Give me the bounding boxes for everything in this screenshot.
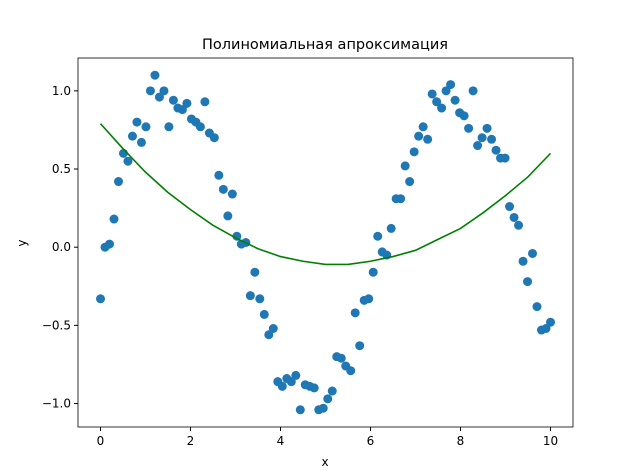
point bbox=[323, 394, 333, 404]
point bbox=[437, 103, 447, 113]
point bbox=[427, 89, 437, 99]
point bbox=[473, 141, 483, 151]
x-axis-label: x bbox=[321, 455, 328, 469]
point bbox=[400, 161, 410, 171]
point bbox=[145, 86, 155, 96]
y-tick-label: 0.0 bbox=[52, 240, 71, 254]
chart-title: Полиномиальная апроксимация bbox=[202, 37, 448, 53]
point bbox=[150, 70, 160, 80]
point bbox=[409, 147, 419, 157]
point bbox=[218, 184, 228, 194]
point bbox=[277, 381, 287, 391]
point bbox=[373, 231, 383, 241]
y-tick-label: 1.0 bbox=[52, 84, 71, 98]
point bbox=[136, 137, 146, 147]
point bbox=[114, 177, 123, 187]
point bbox=[386, 223, 396, 233]
x-tick-label: 6 bbox=[367, 434, 375, 448]
point bbox=[264, 330, 274, 340]
point bbox=[441, 86, 451, 96]
point bbox=[368, 267, 378, 277]
point bbox=[505, 202, 515, 212]
point bbox=[200, 97, 210, 107]
point bbox=[123, 156, 133, 166]
point bbox=[295, 405, 305, 415]
point bbox=[250, 267, 260, 277]
point bbox=[109, 214, 119, 224]
point bbox=[459, 111, 469, 121]
point bbox=[487, 134, 497, 144]
point bbox=[259, 309, 269, 319]
point bbox=[291, 370, 301, 380]
point bbox=[477, 133, 487, 143]
point bbox=[223, 211, 233, 221]
fit-line bbox=[99, 123, 552, 266]
point bbox=[177, 105, 187, 115]
point bbox=[318, 403, 328, 413]
point bbox=[182, 98, 192, 108]
x-tick-label: 10 bbox=[543, 434, 558, 448]
y-tick-label: −1.0 bbox=[42, 397, 71, 411]
point bbox=[509, 212, 519, 222]
point bbox=[164, 122, 174, 132]
y-axis-label: y bbox=[15, 239, 29, 246]
point bbox=[159, 86, 169, 96]
y-tick-label: −0.5 bbox=[42, 318, 71, 332]
point bbox=[105, 239, 114, 249]
point bbox=[432, 97, 442, 107]
point bbox=[464, 123, 474, 133]
point bbox=[396, 194, 406, 204]
point bbox=[405, 177, 415, 187]
x-tick-label: 2 bbox=[187, 434, 195, 448]
point bbox=[418, 122, 428, 132]
x-tick-label: 0 bbox=[97, 434, 105, 448]
point bbox=[514, 220, 524, 230]
plot-frame bbox=[77, 57, 574, 428]
point bbox=[168, 95, 178, 105]
x-tick-label: 8 bbox=[457, 434, 465, 448]
point bbox=[195, 122, 205, 132]
point bbox=[154, 92, 164, 102]
point bbox=[327, 386, 337, 396]
point bbox=[232, 231, 242, 241]
point bbox=[468, 86, 478, 96]
point bbox=[209, 133, 219, 143]
point bbox=[532, 302, 542, 312]
point bbox=[309, 383, 319, 393]
point bbox=[141, 122, 151, 132]
point bbox=[541, 323, 551, 333]
point bbox=[482, 123, 492, 133]
point bbox=[446, 80, 456, 90]
point bbox=[546, 317, 555, 327]
point bbox=[268, 323, 278, 333]
point bbox=[364, 294, 374, 304]
x-tick-label: 4 bbox=[277, 434, 285, 448]
point bbox=[491, 145, 501, 155]
point bbox=[255, 294, 265, 304]
point bbox=[214, 170, 224, 180]
point bbox=[127, 131, 137, 141]
point bbox=[500, 153, 510, 163]
point bbox=[423, 134, 433, 144]
y-tick-label: 0.5 bbox=[52, 162, 71, 176]
point bbox=[414, 131, 424, 141]
point bbox=[518, 256, 528, 266]
point bbox=[245, 291, 255, 301]
point bbox=[132, 117, 142, 127]
point bbox=[227, 189, 237, 199]
point bbox=[350, 308, 360, 318]
point bbox=[450, 95, 460, 105]
point bbox=[96, 294, 105, 304]
point bbox=[523, 277, 533, 287]
point bbox=[336, 353, 346, 363]
point bbox=[346, 366, 356, 376]
point bbox=[528, 248, 537, 258]
point bbox=[355, 341, 365, 351]
point bbox=[286, 377, 296, 387]
